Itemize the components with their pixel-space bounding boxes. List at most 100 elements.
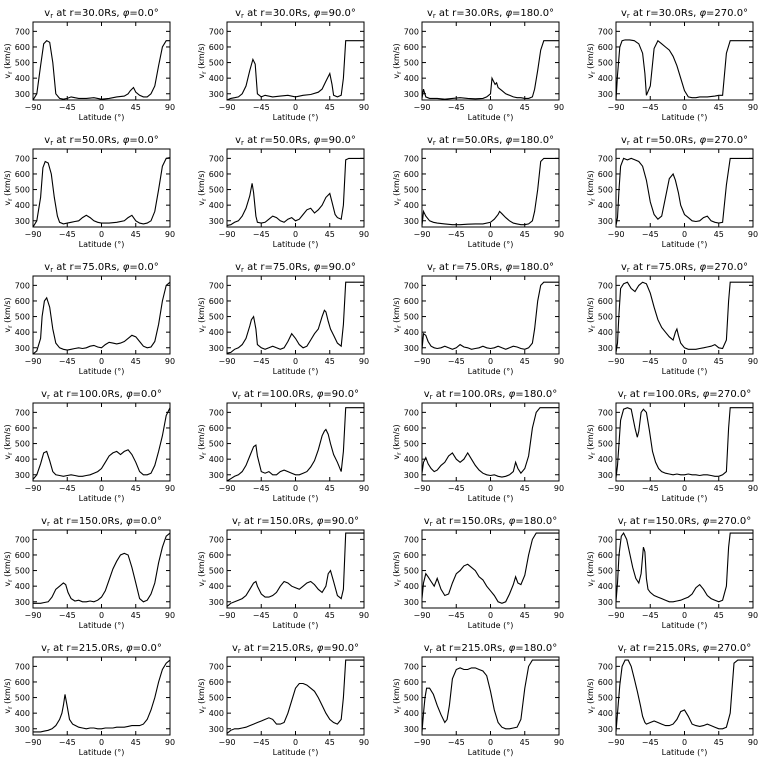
y-tick-label: 400 — [209, 582, 224, 591]
series-line — [615, 659, 753, 732]
x-tick-label: 45 — [131, 738, 141, 747]
x-tick-label: 90 — [165, 357, 175, 366]
y-tick-label: 400 — [15, 709, 30, 718]
panel-r75.0-phi270.0: vr at r=75.0Rs, φ=270.0° −90 −45 0 45 90 300 40… — [586, 262, 758, 376]
x-tick-label: 0 — [488, 230, 493, 239]
x-axis-label: Latitude (°) — [662, 621, 708, 630]
panel-r100.0-phi270.0: vr at r=100.0Rs, φ=270.0° −90 −45 0 45 90 300 4… — [586, 389, 758, 503]
series-line — [32, 407, 171, 480]
y-tick-label: 700 — [598, 535, 613, 544]
panel-title: vr at r=50.0Rs, φ=180.0° — [427, 135, 554, 147]
panel-r215.0-phi90.0: vr at r=215.0Rs, φ=90.0° −90 −45 0 45 90 300 40… — [197, 643, 369, 757]
y-tick-label: 700 — [404, 154, 419, 163]
x-tick-label: 45 — [520, 357, 530, 366]
panel-title: vr at r=100.0Rs, φ=270.0° — [618, 389, 751, 401]
y-axis-label: vr (km/s) — [392, 170, 403, 205]
panel-title: vr at r=100.0Rs, φ=0.0° — [41, 389, 162, 401]
x-tick-label: −45 — [642, 103, 659, 112]
x-tick-label: 0 — [488, 738, 493, 747]
y-tick-label: 300 — [209, 217, 224, 226]
x-tick-label: −45 — [59, 230, 76, 239]
y-tick-label: 300 — [404, 471, 419, 480]
y-tick-label: 600 — [15, 43, 30, 52]
x-tick-label: 45 — [714, 103, 724, 112]
x-tick-label: 0 — [488, 611, 493, 620]
y-axis-label: vr (km/s) — [586, 43, 597, 78]
y-tick-label: 300 — [598, 598, 613, 607]
x-tick-label: −45 — [448, 230, 465, 239]
y-tick-label: 500 — [209, 313, 224, 322]
y-tick-label: 400 — [404, 328, 419, 337]
x-tick-label: −45 — [448, 103, 465, 112]
x-tick-label: 90 — [165, 738, 175, 747]
x-tick-label: 90 — [359, 357, 369, 366]
x-tick-label: −45 — [448, 611, 465, 620]
y-tick-label: 500 — [404, 440, 419, 449]
x-axis-label: Latitude (°) — [468, 748, 514, 757]
y-axis-label: vr (km/s) — [197, 43, 208, 78]
x-tick-label: 90 — [359, 103, 369, 112]
y-tick-label: 400 — [404, 582, 419, 591]
x-tick-label: −90 — [608, 103, 625, 112]
x-axis-label: Latitude (°) — [273, 113, 319, 122]
x-tick-label: 45 — [325, 738, 335, 747]
x-tick-label: 0 — [293, 103, 298, 112]
y-tick-label: 400 — [598, 328, 613, 337]
series-line — [226, 281, 364, 354]
x-tick-label: 0 — [99, 230, 104, 239]
x-tick-label: −45 — [59, 611, 76, 620]
y-tick-label: 700 — [598, 154, 613, 163]
series-line — [421, 659, 559, 732]
x-axis-label: Latitude (°) — [662, 494, 708, 503]
series-line — [226, 659, 364, 734]
series-line — [33, 532, 171, 604]
x-tick-label: 45 — [325, 230, 335, 239]
y-tick-label: 700 — [15, 408, 30, 417]
y-tick-label: 700 — [404, 408, 419, 417]
y-tick-label: 300 — [15, 90, 30, 99]
series-line — [226, 532, 364, 607]
x-tick-label: 0 — [682, 611, 687, 620]
x-tick-label: −90 — [414, 611, 431, 620]
y-tick-label: 300 — [209, 344, 224, 353]
y-tick-label: 700 — [15, 27, 30, 36]
y-tick-label: 300 — [598, 471, 613, 480]
panel-title: vr at r=50.0Rs, φ=0.0° — [44, 135, 158, 147]
panel-title: vr at r=75.0Rs, φ=180.0° — [427, 262, 554, 274]
panel-r150.0-phi0.0: vr at r=150.0Rs, φ=0.0° −90 −45 0 45 90 300 400… — [3, 516, 175, 630]
x-tick-label: 0 — [293, 611, 298, 620]
x-tick-label: 45 — [714, 230, 724, 239]
x-axis-label: Latitude (°) — [79, 621, 125, 630]
x-tick-label: −45 — [253, 103, 270, 112]
x-tick-label: −45 — [642, 484, 659, 493]
y-tick-label: 700 — [209, 662, 224, 671]
y-tick-label: 300 — [598, 344, 613, 353]
x-tick-label: 0 — [682, 738, 687, 747]
x-tick-label: 90 — [165, 230, 175, 239]
panel-r30.0-phi270.0: vr at r=30.0Rs, φ=270.0° −90 −45 0 45 90 300 40… — [586, 8, 758, 122]
y-tick-label: 300 — [598, 725, 613, 734]
x-tick-label: 45 — [131, 484, 141, 493]
plot-frame — [421, 656, 560, 736]
x-tick-label: −90 — [219, 484, 236, 493]
x-tick-label: 0 — [682, 357, 687, 366]
panel-r50.0-phi270.0: vr at r=50.0Rs, φ=270.0° −90 −45 0 45 90 300 40… — [586, 135, 758, 249]
y-tick-label: 700 — [209, 408, 224, 417]
plot-frame — [226, 148, 365, 228]
x-axis-label: Latitude (°) — [273, 621, 319, 630]
x-axis-label: Latitude (°) — [79, 748, 125, 757]
panel-r215.0-phi0.0: vr at r=215.0Rs, φ=0.0° −90 −45 0 45 90 300 400… — [3, 643, 175, 757]
x-tick-label: 0 — [293, 738, 298, 747]
y-tick-label: 400 — [15, 455, 30, 464]
y-tick-label: 700 — [404, 27, 419, 36]
y-tick-label: 700 — [15, 662, 30, 671]
y-tick-label: 700 — [404, 535, 419, 544]
x-tick-label: 45 — [520, 230, 530, 239]
x-tick-label: 90 — [359, 738, 369, 747]
x-axis-label: Latitude (°) — [468, 494, 514, 503]
plot-frame — [615, 656, 754, 736]
x-tick-label: −90 — [25, 611, 42, 620]
y-tick-label: 600 — [598, 551, 613, 560]
y-tick-label: 500 — [209, 694, 224, 703]
